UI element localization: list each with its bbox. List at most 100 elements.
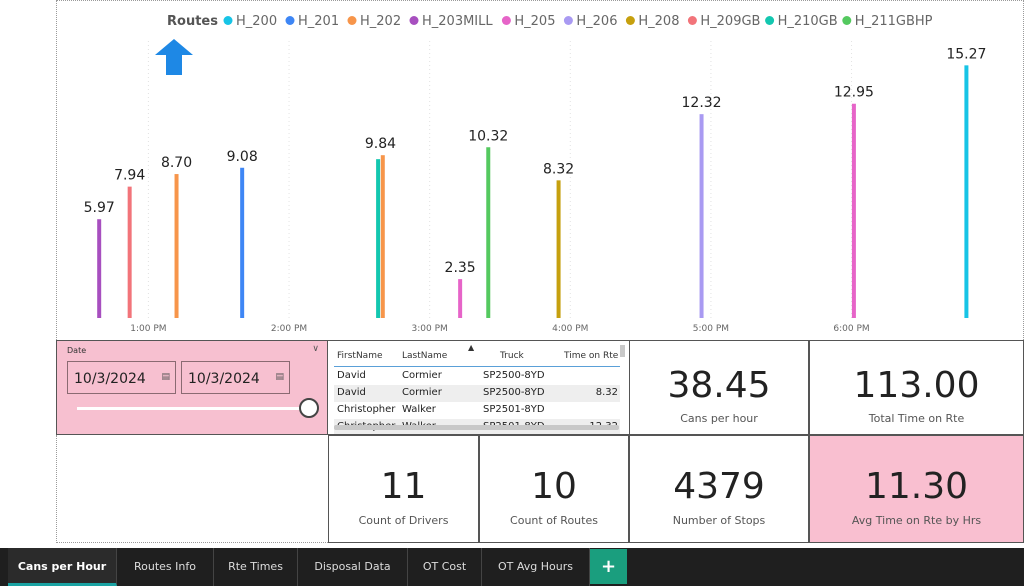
tab-disposal-data[interactable]: Disposal Data xyxy=(298,548,408,586)
legend-entry: H_200 xyxy=(236,14,277,29)
legend-marker xyxy=(501,16,511,25)
x-tick-label: 5:00 PM xyxy=(693,324,729,334)
data-label: 12.95 xyxy=(834,85,874,101)
x-tick-label: 6:00 PM xyxy=(833,324,869,334)
start-date-input[interactable]: 10/3/2024 ▤ xyxy=(67,361,176,394)
cell-firstname: David xyxy=(337,387,366,398)
table-row[interactable]: David Cormier SP2500-8YD 8.32 xyxy=(334,385,620,402)
card-value: 11.30 xyxy=(864,466,969,507)
data-label: 7.94 xyxy=(114,168,145,184)
legend-entry: H_209GB xyxy=(700,14,760,29)
data-label: 9.08 xyxy=(227,149,258,165)
card-value: 38.45 xyxy=(667,365,771,406)
bar[interactable] xyxy=(97,219,102,318)
date-range-handle[interactable] xyxy=(299,398,319,418)
legend-entry: H_202 xyxy=(360,14,401,29)
up-arrow-icon[interactable] xyxy=(155,39,193,75)
card-value: 11 xyxy=(380,466,427,507)
table-row[interactable]: Christopher Walker SP2501-8YD xyxy=(334,402,620,419)
x-tick-label: 1:00 PM xyxy=(130,324,166,334)
legend-marker xyxy=(285,16,295,25)
tab-cans-per-hour[interactable]: Cans per Hour xyxy=(8,548,117,586)
card-label: Cans per hour xyxy=(680,412,758,425)
tab-routes-info[interactable]: Routes Info xyxy=(117,548,214,586)
cell-truck: SP2500-8YD xyxy=(483,370,545,381)
x-tick-label: 4:00 PM xyxy=(552,324,588,334)
card-label: Total Time on Rte xyxy=(868,412,965,425)
bar[interactable] xyxy=(380,155,385,318)
calendar-icon[interactable]: ▤ xyxy=(161,372,170,382)
legend-marker xyxy=(409,16,419,25)
card-value: 10 xyxy=(531,466,577,507)
cell-truck: SP2500-8YD xyxy=(483,387,545,398)
date-slicer-title: Date xyxy=(67,346,87,355)
bar[interactable] xyxy=(458,279,463,318)
card-label: Number of Stops xyxy=(672,514,766,527)
calendar-icon[interactable]: ▤ xyxy=(275,372,284,382)
tab-ot-avg-hours[interactable]: OT Avg Hours xyxy=(482,548,590,586)
legend-marker xyxy=(223,16,233,25)
table-row[interactable]: David Cormier SP2500-8YD xyxy=(334,368,620,385)
legend-entry: H_210GB xyxy=(778,14,838,29)
date-range-track[interactable] xyxy=(77,407,311,410)
table-horizontal-scrollbar[interactable] xyxy=(334,425,619,430)
data-label: 15.27 xyxy=(946,46,986,62)
cell-lastname: Cormier xyxy=(402,387,442,398)
legend-title: Routes xyxy=(167,14,218,29)
legend-entry: H_208 xyxy=(638,14,679,29)
x-tick-label: 3:00 PM xyxy=(412,324,448,334)
cell-lastname: Walker xyxy=(402,404,436,415)
card-label: Avg Time on Rte by Hrs xyxy=(851,514,982,527)
card-avg-time-on-rte[interactable]: 11.30 Avg Time on Rte by Hrs xyxy=(809,435,1024,543)
bar[interactable] xyxy=(699,114,704,318)
end-date-input[interactable]: 10/3/2024 ▤ xyxy=(181,361,290,394)
card-value: 4379 xyxy=(673,466,765,507)
card-count-of-routes[interactable]: 10 Count of Routes xyxy=(479,435,629,543)
card-cans-per-hour[interactable]: 38.45 Cans per hour xyxy=(629,340,809,435)
bar[interactable] xyxy=(964,65,969,318)
legend-marker xyxy=(347,16,357,25)
routes-chart[interactable]: 1:00 PM 2:00 PM 3:00 PM 4:00 PM 5:00 PM 6:00 … xyxy=(56,0,1024,340)
x-tick-label: 2:00 PM xyxy=(271,324,307,334)
tab-ot-cost[interactable]: OT Cost xyxy=(408,548,482,586)
data-label: 8.32 xyxy=(543,161,574,177)
card-label: Count of Routes xyxy=(510,514,598,527)
sort-ascending-icon[interactable]: ▲ xyxy=(468,343,475,352)
table-header: FirstName LastName ▲ Truck Time on Rte xyxy=(334,343,620,367)
tab-rte-times[interactable]: Rte Times xyxy=(214,548,298,586)
add-page-button[interactable]: + xyxy=(590,549,627,584)
card-total-time-on-rte[interactable]: 113.00 Total Time on Rte xyxy=(809,340,1024,435)
legend-marker xyxy=(625,16,635,25)
data-label: 8.70 xyxy=(161,155,192,171)
bar[interactable] xyxy=(556,180,561,318)
date-slicer[interactable]: Date ∨ 10/3/2024 ▤ 10/3/2024 ▤ xyxy=(56,340,328,435)
driver-table[interactable]: FirstName LastName ▲ Truck Time on Rte D… xyxy=(328,340,629,435)
column-header-truck[interactable]: Truck xyxy=(500,351,524,361)
card-label: Count of Drivers xyxy=(358,514,449,527)
legend-entry: H_201 xyxy=(298,14,339,29)
column-header-firstname[interactable]: FirstName xyxy=(337,351,383,361)
legend-marker xyxy=(765,16,775,25)
legend-entry: H_203MILL xyxy=(422,14,493,29)
bar[interactable] xyxy=(851,103,856,319)
legend-entry: H_205 xyxy=(514,14,555,29)
bar[interactable] xyxy=(174,174,179,318)
column-header-time-on-rte[interactable]: Time on Rte xyxy=(564,351,619,361)
bar[interactable] xyxy=(486,147,491,318)
cell-firstname: Christopher xyxy=(337,404,396,415)
card-value: 113.00 xyxy=(853,365,980,406)
card-count-of-drivers[interactable]: 11 Count of Drivers xyxy=(328,435,479,543)
bar[interactable] xyxy=(240,167,245,318)
card-number-of-stops[interactable]: 4379 Number of Stops xyxy=(629,435,809,543)
cell-firstname: David xyxy=(337,370,366,381)
chevron-down-icon[interactable]: ∨ xyxy=(312,344,319,354)
table-vertical-scrollbar[interactable] xyxy=(620,345,625,357)
cell-lastname: Cormier xyxy=(402,370,442,381)
column-header-lastname[interactable]: LastName xyxy=(402,351,448,361)
legend-marker xyxy=(842,16,852,25)
bar[interactable] xyxy=(376,159,381,318)
end-date-value: 10/3/2024 xyxy=(188,371,260,387)
bar[interactable] xyxy=(127,186,132,318)
page-tab-bar: Cans per Hour Routes Info Rte Times Disp… xyxy=(0,548,1024,586)
